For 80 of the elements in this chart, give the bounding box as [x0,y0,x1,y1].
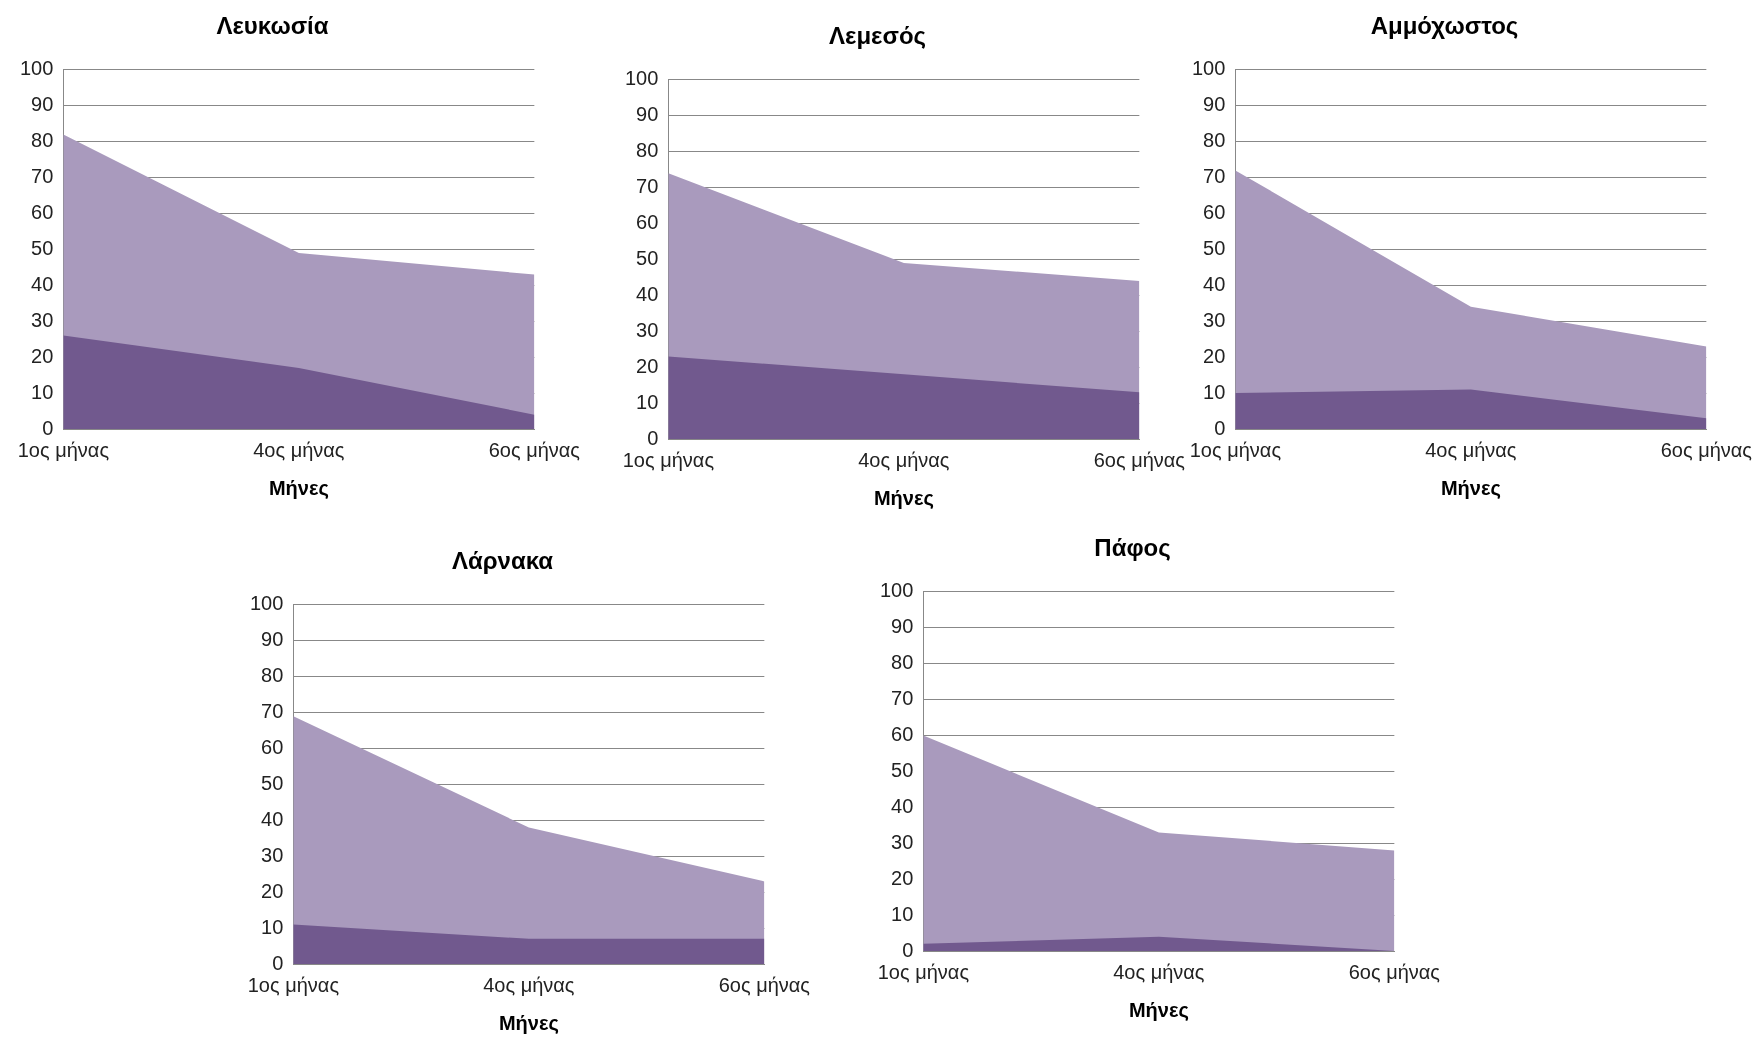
x-tick-label: 4ος μήνας [1113,960,1205,983]
y-tick-label: 20 [31,344,54,367]
y-tick-label: 30 [261,843,284,866]
y-tick-label: 0 [1214,416,1226,439]
y-tick-label: 60 [891,723,914,745]
y-tick-label: 50 [1203,236,1226,259]
x-tick-label: 4ος μήνας [483,973,575,996]
y-tick-label: 10 [1203,380,1226,403]
chart-title: Λευκωσία [216,12,329,40]
x-tick-label: 6ος μήνας [1660,438,1753,461]
y-tick-label: 20 [891,866,914,889]
y-tick-label: 40 [1203,272,1226,295]
y-tick-label: 40 [261,807,284,830]
x-tick-label: 6ος μήνας [1348,960,1441,983]
y-tick-label: 90 [1203,93,1226,116]
chart-title: Λεμεσός [828,22,927,50]
y-tick-label: 90 [261,628,284,651]
chart-title: Λάρνακα [451,547,554,575]
y-tick-label: 10 [31,380,54,403]
y-tick-label: 20 [636,354,659,377]
y-tick-label: 40 [636,282,659,305]
x-axis-title: Μήνες [1128,998,1189,1021]
y-tick-label: 70 [891,687,914,710]
x-tick-label: 4ος μήνας [253,438,345,461]
x-axis-title: Μήνες [1440,476,1501,499]
y-tick-label: 20 [261,879,284,902]
y-tick-label: 90 [636,103,659,126]
y-tick-label: 30 [636,318,659,341]
y-tick-label: 70 [261,700,284,723]
y-tick-label: 50 [261,771,284,794]
x-tick-label: 6ος μήνας [488,438,581,461]
y-tick-label: 90 [891,615,914,638]
y-tick-label: 70 [636,175,659,198]
y-tick-label: 70 [31,165,54,188]
y-tick-label: 50 [31,236,54,259]
x-tick-label: 6ος μήνας [1093,448,1186,471]
y-tick-label: 0 [42,416,54,439]
x-axis-title: Μήνες [268,476,329,499]
y-tick-label: 10 [636,390,659,413]
y-tick-label: 100 [19,57,54,80]
x-tick-label: 6ος μήνας [718,973,811,996]
x-tick-label: 1ος μήνας [17,438,110,461]
y-tick-label: 40 [31,272,54,295]
y-tick-label: 50 [636,246,659,269]
x-tick-label: 4ος μήνας [858,448,950,471]
y-tick-label: 30 [891,830,914,853]
y-tick-label: 60 [31,201,54,223]
x-tick-label: 1ος μήνας [622,448,715,471]
chart-title: Αμμόχωστος [1370,12,1519,40]
x-tick-label: 4ος μήνας [1425,438,1517,461]
y-tick-label: 20 [1203,344,1226,367]
y-tick-label: 80 [1203,129,1226,152]
y-tick-label: 80 [891,651,914,674]
y-tick-label: 0 [902,938,914,961]
y-tick-label: 10 [261,915,284,938]
y-tick-label: 40 [891,794,914,817]
y-tick-label: 50 [891,758,914,781]
y-tick-label: 30 [31,308,54,331]
y-tick-label: 100 [879,579,914,602]
y-tick-label: 60 [1203,201,1226,223]
x-tick-label: 1ος μήνας [877,960,970,983]
x-axis-title: Μήνες [873,486,934,509]
x-tick-label: 1ος μήνας [1189,438,1282,461]
y-tick-label: 80 [261,664,284,687]
y-tick-label: 60 [636,211,659,233]
x-axis-title: Μήνες [498,1011,559,1034]
y-tick-label: 100 [1191,57,1226,80]
chart-title: Πάφος [1094,534,1171,562]
y-tick-label: 10 [891,902,914,925]
y-tick-label: 70 [1203,165,1226,188]
y-tick-label: 90 [31,93,54,116]
x-tick-label: 1ος μήνας [247,973,340,996]
y-tick-label: 60 [261,736,284,758]
y-tick-label: 0 [272,951,284,974]
y-tick-label: 80 [31,129,54,152]
y-tick-label: 80 [636,139,659,162]
y-tick-label: 100 [249,592,284,615]
y-tick-label: 100 [624,67,659,90]
y-tick-label: 0 [647,426,659,449]
y-tick-label: 30 [1203,308,1226,331]
